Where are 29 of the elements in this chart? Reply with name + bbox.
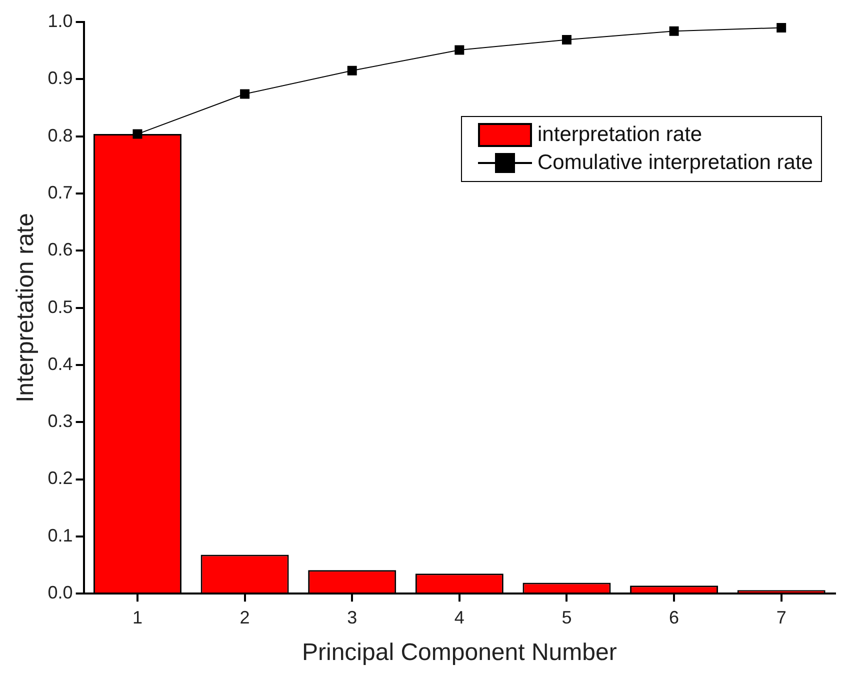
point — [776, 22, 786, 32]
y-tick-label: 0.8 — [48, 125, 73, 146]
y-tick-label: 0.0 — [48, 582, 73, 603]
y-tick-label: 0.4 — [48, 354, 73, 374]
point — [240, 89, 250, 99]
point — [454, 45, 464, 55]
point — [562, 34, 572, 44]
x-tick-label: 2 — [240, 607, 250, 628]
point — [132, 129, 142, 139]
x-tick-label: 6 — [669, 607, 680, 628]
y-tick-label: 0.5 — [48, 296, 73, 317]
y-axis-title: Interpretation rate — [12, 213, 40, 403]
x-tick-label: 4 — [454, 607, 464, 628]
legend-label: Comulative interpretation rate — [538, 150, 813, 176]
x-tick-label: 1 — [132, 607, 142, 628]
x-tick-label: 7 — [776, 607, 786, 628]
y-tick-label: 1.0 — [48, 10, 73, 31]
x-tick-label: 3 — [347, 607, 358, 628]
y-tick-label: 0.2 — [48, 468, 73, 488]
x-tick-label: 5 — [562, 607, 572, 628]
y-tick-label: 0.6 — [48, 240, 73, 260]
point — [669, 26, 679, 36]
y-tick-label: 0.9 — [48, 68, 73, 88]
y-tick-label: 0.3 — [48, 411, 73, 432]
legend-label: interpretation rate — [538, 122, 702, 148]
point — [347, 66, 357, 76]
x-axis-title: Principal Component Number — [302, 639, 617, 666]
y-tick-label: 0.7 — [48, 182, 73, 202]
y-tick-label: 0.1 — [48, 525, 73, 546]
